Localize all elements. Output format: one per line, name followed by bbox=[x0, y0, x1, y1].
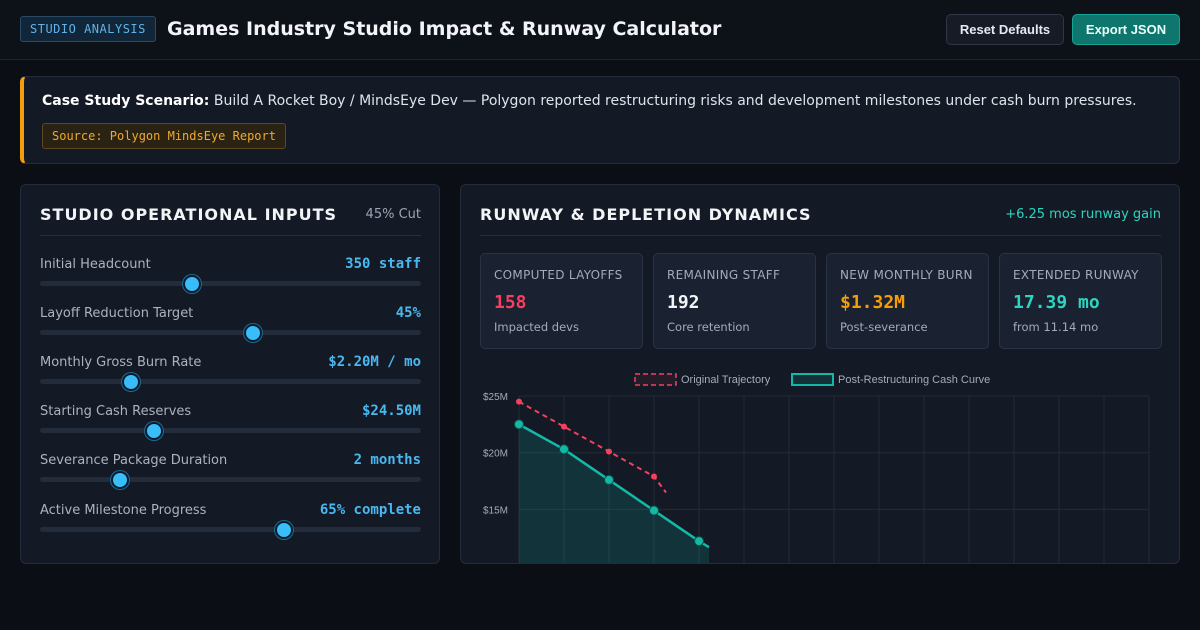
original-trajectory-point bbox=[561, 423, 567, 430]
stat-subtext: from 11.14 mo bbox=[1013, 320, 1099, 334]
layoff-target-slider-row: Layoff Reduction Target 45% bbox=[40, 305, 421, 346]
slider-value: 45% bbox=[395, 305, 421, 321]
original-trajectory-point bbox=[516, 398, 522, 405]
stat-value: 192 bbox=[667, 292, 700, 313]
slider-track[interactable] bbox=[40, 428, 421, 433]
legend-label-post: Post-Restructuring Cash Curve bbox=[838, 374, 990, 386]
divider bbox=[40, 235, 421, 236]
slider-label: Layoff Reduction Target bbox=[40, 306, 194, 321]
cut-badge: 45% Cut bbox=[365, 207, 421, 222]
legend-swatch-post bbox=[791, 373, 834, 386]
legend-label-original: Original Trajectory bbox=[681, 374, 771, 386]
stat-value: 17.39 mo bbox=[1013, 292, 1100, 313]
slider-value: $2.20M / mo bbox=[328, 354, 421, 370]
slider-label: Severance Package Duration bbox=[40, 453, 228, 468]
studio-analysis-tag: STUDIO ANALYSIS bbox=[20, 16, 156, 42]
stat-label: REMAINING STAFF bbox=[667, 268, 781, 282]
severance-slider-row: Severance Package Duration 2 months bbox=[40, 452, 421, 493]
case-study-description: Build A Rocket Boy / MindsEye Dev — Poly… bbox=[213, 93, 1137, 109]
runway-panel-title: RUNWAY & DEPLETION DYNAMICS bbox=[480, 205, 812, 224]
y-tick-label: $20M bbox=[483, 449, 508, 460]
inputs-panel-title: STUDIO OPERATIONAL INPUTS bbox=[40, 205, 338, 224]
milestone-slider-handle[interactable] bbox=[274, 521, 293, 539]
y-tick-label: $25M bbox=[483, 392, 508, 403]
reset-defaults-button[interactable]: Reset Defaults bbox=[946, 14, 1064, 45]
slider-track[interactable] bbox=[40, 379, 421, 384]
slider-track[interactable] bbox=[40, 330, 421, 335]
slider-label: Initial Headcount bbox=[40, 257, 151, 272]
original-trajectory-point bbox=[651, 473, 657, 480]
stat-label: NEW MONTHLY BURN bbox=[840, 268, 973, 282]
slider-label: Active Milestone Progress bbox=[40, 503, 207, 518]
post-restructuring-point bbox=[559, 444, 569, 455]
slider-value: 65% complete bbox=[319, 502, 421, 518]
top-bar: STUDIO ANALYSIS Games Industry Studio Im… bbox=[0, 0, 1200, 60]
runway-gain-badge: +6.25 mos runway gain bbox=[1005, 207, 1161, 222]
stat-card-monthly-burn: NEW MONTHLY BURN $1.32M Post-severance bbox=[826, 253, 989, 349]
stat-card-layoffs: COMPUTED LAYOFFS 158 Impacted devs bbox=[480, 253, 643, 349]
layoff-target-slider-handle[interactable] bbox=[244, 324, 263, 342]
slider-value: 350 staff bbox=[345, 256, 421, 272]
stat-subtext: Impacted devs bbox=[494, 320, 579, 334]
slider-track[interactable] bbox=[40, 527, 421, 532]
cash-reserves-slider-handle[interactable] bbox=[145, 422, 164, 440]
case-study-text: Case Study Scenario: Build A Rocket Boy … bbox=[42, 91, 1137, 111]
post-restructuring-point bbox=[604, 474, 614, 485]
export-json-button[interactable]: Export JSON bbox=[1072, 14, 1180, 45]
y-tick-label: $15M bbox=[483, 505, 508, 516]
post-restructuring-point bbox=[649, 505, 659, 516]
slider-label: Monthly Gross Burn Rate bbox=[40, 355, 202, 370]
cash-reserves-slider-row: Starting Cash Reserves $24.50M bbox=[40, 403, 421, 444]
stat-value: $1.32M bbox=[840, 292, 906, 313]
case-study-banner: Case Study Scenario: Build A Rocket Boy … bbox=[20, 76, 1180, 164]
burn-rate-slider-row: Monthly Gross Burn Rate $2.20M / mo bbox=[40, 354, 421, 395]
runway-depletion-chart: $25M $20M $15M Original Trajectory Post-Rest… bbox=[483, 373, 1150, 563]
legend-swatch-original bbox=[634, 373, 677, 386]
stat-value: 158 bbox=[494, 292, 527, 313]
slider-track[interactable] bbox=[40, 477, 421, 482]
stat-card-extended-runway: EXTENDED RUNWAY 17.39 mo from 11.14 mo bbox=[999, 253, 1162, 349]
runway-panel: RUNWAY & DEPLETION DYNAMICS +6.25 mos ru… bbox=[460, 184, 1180, 564]
headcount-slider-row: Initial Headcount 350 staff bbox=[40, 256, 421, 297]
stat-subtext: Post-severance bbox=[840, 320, 928, 334]
operational-inputs-panel: STUDIO OPERATIONAL INPUTS 45% Cut Initia… bbox=[20, 184, 440, 564]
severance-slider-handle[interactable] bbox=[111, 471, 129, 489]
stat-label: EXTENDED RUNWAY bbox=[1013, 268, 1139, 282]
post-restructuring-point bbox=[514, 419, 524, 430]
case-study-lead: Case Study Scenario: bbox=[42, 93, 210, 109]
post-restructuring-area bbox=[519, 424, 709, 563]
stat-card-remaining-staff: REMAINING STAFF 192 Core retention bbox=[653, 253, 816, 349]
app-title: Games Industry Studio Impact & Runway Ca… bbox=[167, 18, 722, 40]
divider bbox=[480, 235, 1161, 236]
post-restructuring-point bbox=[694, 536, 704, 547]
slider-track[interactable] bbox=[40, 281, 421, 286]
slider-value: $24.50M bbox=[361, 403, 421, 419]
slider-value: 2 months bbox=[353, 452, 421, 468]
stat-subtext: Core retention bbox=[667, 320, 750, 334]
source-badge: Source: Polygon MindsEye Report bbox=[42, 123, 286, 149]
burn-rate-slider-handle[interactable] bbox=[122, 373, 141, 391]
original-trajectory-point bbox=[606, 448, 612, 455]
headcount-slider-handle[interactable] bbox=[183, 275, 202, 293]
slider-label: Starting Cash Reserves bbox=[40, 404, 192, 419]
stat-label: COMPUTED LAYOFFS bbox=[494, 268, 623, 282]
milestone-slider-row: Active Milestone Progress 65% complete bbox=[40, 502, 421, 543]
